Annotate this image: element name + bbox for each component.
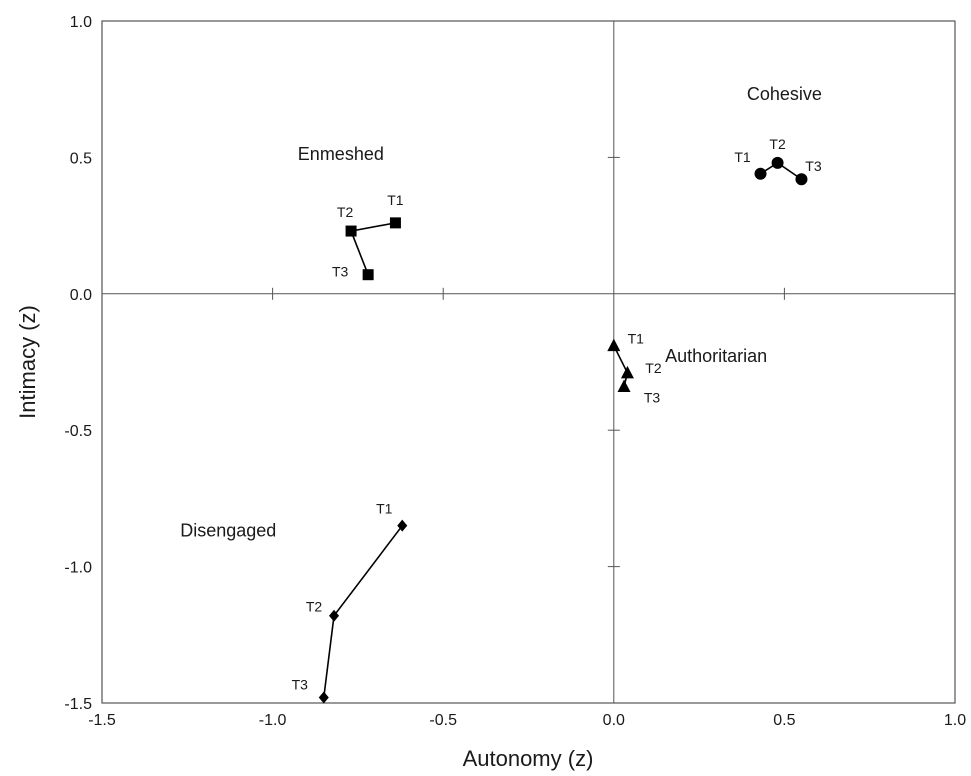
x-tick-labels: -1.5 -1.0 -0.5 0.0 0.5 1.0 [88,712,966,729]
point-label-enmeshed-t1: T1 [387,192,404,208]
point-enmeshed-t3 [362,269,374,281]
point-label-disengaged-t3: T3 [292,677,309,693]
plot-frame [101,20,956,704]
y-tick-label: 1.0 [70,14,92,31]
y-tick-label: -1.0 [64,560,92,577]
x-axis-title: Autonomy (z) [463,746,594,771]
point-cohesive-t3 [795,173,808,186]
point-enmeshed-t1 [389,217,401,229]
point-authoritarian-t2 [620,365,634,379]
quadrant-labels: Cohesive Enmeshed Authoritarian Disengaged [180,84,822,540]
tick-marks [272,156,785,568]
point-cohesive-t2 [771,156,784,169]
point-label-authoritarian-t1: T1 [628,331,645,347]
y-tick-labels: -1.5 -1.0 -0.5 0.0 0.5 1.0 [64,14,92,713]
y-tick-label: -0.5 [64,423,92,440]
series-enmeshed: T1 T2 T3 [332,192,404,281]
point-label-authoritarian-t2: T2 [645,360,662,376]
y-tick-label: 0.0 [70,287,92,304]
point-label-enmeshed-t3: T3 [332,264,349,280]
series-line-enmeshed [349,222,396,275]
y-axis-title: Intimacy (z) [15,305,40,419]
point-cohesive-t1 [754,167,767,180]
quadrant-label-enmeshed: Enmeshed [298,144,384,164]
quadrant-label-disengaged: Disengaged [180,521,276,541]
series-line-authoritarian [613,345,629,387]
point-label-enmeshed-t2: T2 [337,204,354,220]
x-tick-label: -0.5 [429,712,457,729]
point-disengaged-t2 [329,609,340,622]
point-disengaged-t1 [397,519,408,532]
x-tick-label: 0.5 [773,712,795,729]
series-cohesive: T1 T2 T3 [734,136,822,186]
point-label-cohesive-t1: T1 [734,149,751,165]
x-tick-label: -1.0 [259,712,287,729]
x-tick-label: 1.0 [944,712,966,729]
point-enmeshed-t2 [345,225,357,237]
point-label-disengaged-t1: T1 [376,501,393,517]
point-label-disengaged-t2: T2 [306,599,323,615]
point-label-authoritarian-t3: T3 [644,390,661,406]
point-label-cohesive-t2: T2 [769,136,786,152]
y-tick-label: -1.5 [64,696,92,713]
quadrant-label-authoritarian: Authoritarian [665,346,767,366]
x-tick-label: 0.0 [603,712,625,729]
point-disengaged-t3 [318,691,329,704]
point-label-cohesive-t3: T3 [805,158,822,174]
quadrant-label-cohesive: Cohesive [747,84,822,104]
point-authoritarian-t1 [607,338,621,352]
series-disengaged: T1 T2 T3 [292,501,408,704]
point-authoritarian-t3 [617,379,631,393]
x-tick-label: -1.5 [88,712,116,729]
y-tick-label: 0.5 [70,150,92,167]
